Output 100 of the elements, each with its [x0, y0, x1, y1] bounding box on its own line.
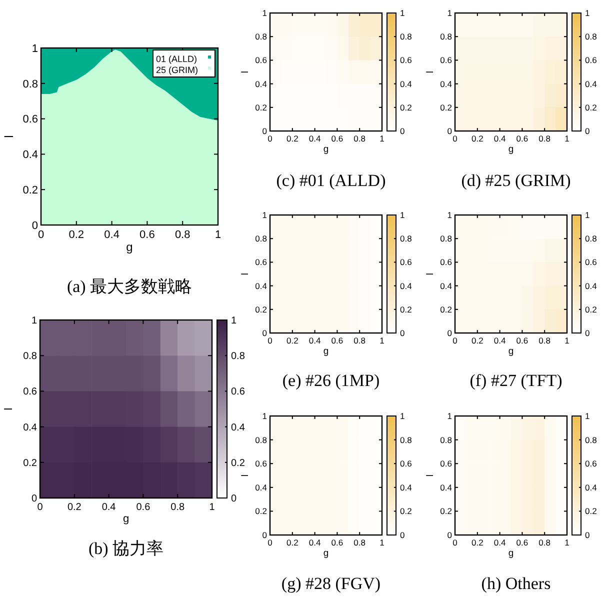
color-bar-label: 0.4	[400, 482, 412, 492]
color-bar-label: 0	[400, 126, 405, 136]
y-axis-title: l	[3, 408, 15, 410]
y-tick-label: 0.6	[255, 55, 268, 66]
x-tick-label: 0.8	[538, 538, 551, 548]
text: (f) #27 (TFT)	[470, 371, 562, 390]
y-tick-label: 0.8	[255, 32, 268, 42]
color-bar-label: 0.2	[400, 102, 412, 112]
y-tick-label: 0.6	[440, 257, 452, 268]
x-tick-label: 1	[564, 134, 570, 144]
x-tick-label: 0.8	[174, 229, 190, 241]
color-bar-label: 0.6	[400, 55, 412, 66]
x-tick-label: 0.8	[354, 134, 366, 144]
color-bar-label: 0.8	[585, 32, 598, 42]
legend-label: 25 (GRIM)	[156, 65, 198, 75]
y-tick-label: 0.6	[440, 55, 452, 66]
text: (c) #01 (ALLD)	[276, 171, 386, 190]
color-bar-label: 0	[400, 328, 405, 338]
color-bar-label: 0	[231, 494, 237, 504]
color-bar-label: 0.8	[231, 351, 246, 362]
x-axis-title: g	[323, 548, 329, 559]
x-tick-label: 0.6	[516, 336, 528, 346]
color-bar-label: 0.2	[231, 458, 246, 469]
y-tick-label: 0.6	[440, 458, 452, 469]
y-tick-label: 1	[262, 210, 268, 220]
y-tick-label: 0.4	[440, 78, 452, 89]
x-tick-label: 0.4	[308, 538, 321, 548]
color-bar-label: 1	[585, 410, 590, 421]
color-bar-label: 0.2	[585, 102, 598, 112]
color-bar-label: 0	[585, 126, 590, 136]
y-axis-title: l	[240, 474, 251, 477]
color-bar-label: 0.4	[400, 78, 412, 89]
color-bar-label: 0.6	[400, 257, 412, 268]
x-tick-label: 0.2	[471, 134, 484, 144]
color-bar-label: 0.4	[585, 482, 598, 492]
color-bar-label: 0.8	[400, 434, 412, 445]
x-tick-label: 0.2	[68, 229, 84, 241]
color-bar-label: 1	[585, 210, 590, 220]
color-bar-label: 1	[400, 8, 405, 18]
x-tick-label: 0.8	[538, 134, 551, 144]
color-bar-label: 1	[231, 316, 237, 326]
x-axis-title: g	[508, 144, 514, 155]
y-tick-label: 0	[447, 126, 452, 136]
y-tick-label: 0	[262, 126, 268, 136]
y-tick-label: 0.4	[440, 280, 452, 291]
y-axis-title: l	[425, 272, 436, 276]
x-axis-title: g	[508, 548, 514, 559]
y-tick-label: 0.2	[22, 184, 38, 196]
x-tick-label: 0.2	[286, 538, 299, 548]
x-tick-label: 0.6	[136, 502, 151, 513]
color-bar-label: 1	[585, 8, 590, 18]
x-tick-label: 0.8	[354, 538, 366, 548]
text: (b) 協力率	[88, 539, 164, 558]
y-tick-label: 1	[32, 42, 38, 55]
color-bar-label: 1	[400, 210, 405, 220]
x-tick-label: 0.4	[494, 336, 506, 346]
text: (h) Others	[481, 574, 551, 593]
color-bar-label: 0.4	[585, 78, 598, 89]
y-axis-title: l	[240, 272, 251, 276]
y-tick-label: 1	[447, 210, 452, 220]
x-axis-title: g	[508, 346, 514, 357]
y-tick-label: 0	[31, 494, 38, 504]
x-tick-label: 0.2	[67, 502, 82, 513]
x-tick-label: 0.2	[471, 336, 484, 346]
color-bar-label: 0.8	[400, 32, 412, 42]
x-tick-label: 0.8	[354, 336, 366, 346]
y-tick-label: 0.8	[440, 32, 452, 42]
y-tick-label: 0.4	[22, 149, 38, 162]
color-bar-label: 0.6	[585, 458, 598, 469]
color-bar-label: 0.4	[585, 280, 598, 291]
y-tick-label: 0.6	[255, 257, 268, 268]
y-tick-label: 0.4	[440, 482, 452, 492]
x-tick-label: 0.2	[286, 134, 299, 144]
color-bar-label: 0.6	[585, 257, 598, 268]
x-tick-label: 0.4	[104, 229, 120, 241]
color-bar-label: 0	[585, 328, 590, 338]
text: (d) #25 (GRIM)	[461, 171, 571, 190]
y-tick-label: 1	[262, 8, 268, 18]
x-tick-label: 0.6	[331, 538, 344, 548]
x-tick-label: 1	[564, 538, 570, 548]
x-tick-label: 0.4	[308, 336, 321, 346]
text: (a) 最大多数戦略	[66, 277, 192, 296]
color-bar-label: 0	[585, 530, 590, 540]
y-tick-label: 0.2	[440, 102, 452, 112]
x-tick-label: 0.6	[331, 134, 344, 144]
color-bar-label: 0	[400, 530, 405, 540]
y-tick-label: 0	[447, 530, 452, 540]
y-tick-label: 0.6	[255, 458, 268, 469]
x-tick-label: 1	[209, 502, 216, 513]
y-tick-label: 0.2	[440, 304, 452, 314]
y-tick-label: 0	[262, 328, 268, 338]
color-bar-label: 0.2	[400, 304, 412, 314]
y-tick-label: 0	[262, 530, 268, 540]
color-bar-label: 1	[400, 410, 405, 421]
y-tick-label: 0.4	[255, 482, 268, 492]
y-tick-label: 1	[447, 8, 452, 18]
y-tick-label: 1	[31, 316, 38, 326]
x-axis-title: g	[122, 513, 130, 525]
color-bar-label: 0.8	[585, 434, 598, 445]
x-tick-label: 0.2	[471, 538, 484, 548]
